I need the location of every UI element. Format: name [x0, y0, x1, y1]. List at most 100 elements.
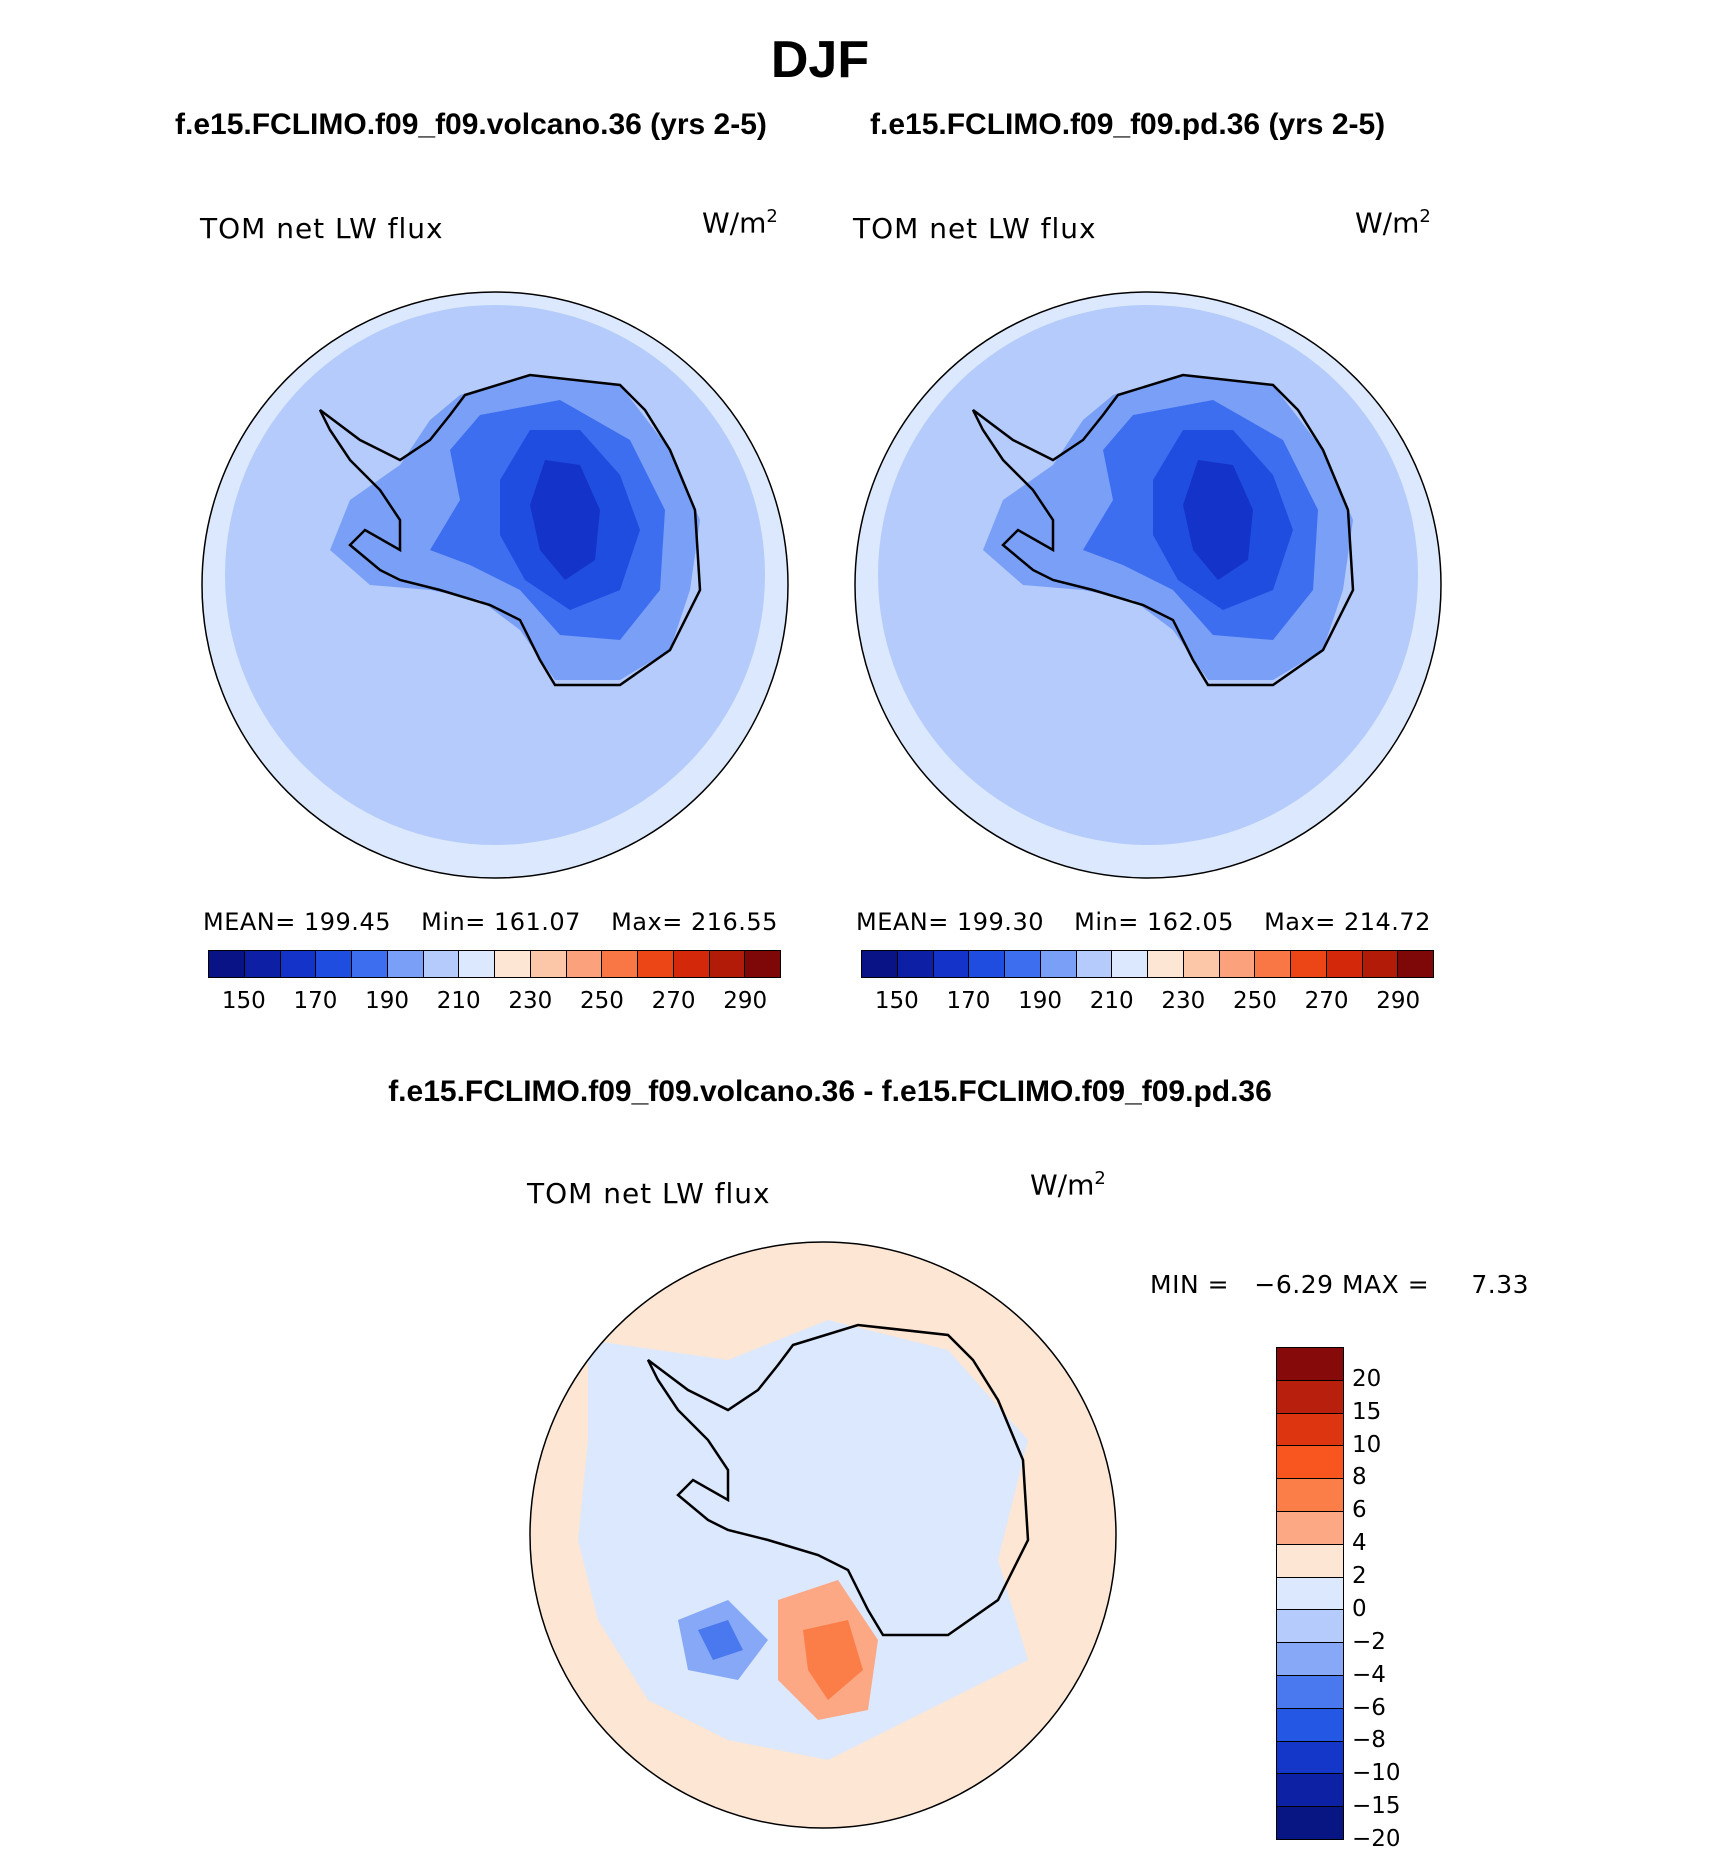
colorbar-cell [1112, 951, 1148, 977]
colorbar-cell [1277, 1741, 1343, 1775]
colorbar-tick-label: 230 [1161, 988, 1206, 1014]
panel-1-map-border [201, 291, 789, 879]
panel-1-colorbar-ticks: 150 170 190 210 230 250 270 290 [208, 988, 781, 1018]
colorbar-tick-label: 270 [651, 988, 696, 1014]
colorbar-cell [1277, 1380, 1343, 1414]
panel-2-colorbar-ticks: 150 170 190 210 230 250 270 290 [861, 988, 1434, 1018]
panel-1-continent-center [530, 460, 600, 580]
diff-colorbar-ticks: 20 15 10 8 6 4 2 0 −2 −4 −6 −8 −10 −15 −20 [1352, 1347, 1432, 1852]
colorbar-cell [1183, 951, 1220, 977]
panel-1-variable-label: TOM net LW flux [200, 212, 444, 245]
colorbar-cell [969, 951, 1005, 977]
colorbar-cell [1277, 1807, 1343, 1839]
colorbar-cell [1277, 1610, 1343, 1644]
diff-colorbar [1276, 1347, 1344, 1840]
colorbar-tick-label: 210 [1089, 988, 1134, 1014]
panel-2-map [854, 291, 1442, 879]
diff-map-negative-core [698, 1620, 743, 1660]
colorbar-tick-label: 210 [436, 988, 481, 1014]
diff-map-positive-core [803, 1620, 863, 1700]
diff-stats: MIN = −6.29 MAX = 7.33 [1150, 1270, 1530, 1299]
colorbar-tick-label: −6 [1352, 1694, 1386, 1721]
colorbar-tick-label: −10 [1352, 1760, 1401, 1787]
diff-variable-label: TOM net LW flux [527, 1177, 771, 1210]
colorbar-tick-label: 230 [508, 988, 553, 1014]
colorbar-cell [638, 951, 674, 977]
colorbar-cell [423, 951, 460, 977]
panel-1-colorbar [208, 950, 781, 978]
panel-1-stats: MEAN= 199.45 Min= 161.07 Max= 216.55 [203, 908, 778, 936]
colorbar-tick-label: −8 [1352, 1727, 1386, 1754]
colorbar-cell [209, 951, 245, 977]
panel-2-stats: MEAN= 199.30 Min= 162.05 Max= 214.72 [856, 908, 1431, 936]
colorbar-tick-label: 250 [579, 988, 624, 1014]
diff-units: W/m2 [1030, 1168, 1106, 1202]
colorbar-tick-label: 290 [723, 988, 768, 1014]
colorbar-cell [1291, 951, 1327, 977]
colorbar-cell [862, 951, 898, 977]
panel-2-variable-label: TOM net LW flux [853, 212, 1097, 245]
colorbar-cell [1398, 951, 1433, 977]
colorbar-tick-label: 150 [874, 988, 919, 1014]
colorbar-cell [1362, 951, 1399, 977]
panel-1-map [201, 291, 789, 879]
colorbar-tick-label: 10 [1352, 1431, 1382, 1458]
colorbar-tick-label: −20 [1352, 1826, 1401, 1852]
colorbar-cell [897, 951, 934, 977]
colorbar-cell [1277, 1774, 1343, 1808]
colorbar-tick-label: 170 [293, 988, 338, 1014]
colorbar-tick-label: 150 [221, 988, 266, 1014]
colorbar-cell [1277, 1511, 1343, 1545]
colorbar-cell [352, 951, 388, 977]
colorbar-cell [1277, 1643, 1343, 1676]
colorbar-cell [316, 951, 352, 977]
colorbar-cell [1277, 1544, 1343, 1578]
panel-2-map-border [854, 291, 1442, 879]
colorbar-cell [280, 951, 317, 977]
colorbar-cell [1040, 951, 1077, 977]
colorbar-cell [387, 951, 424, 977]
panel-2-coastline [971, 373, 1355, 687]
colorbar-cell [1005, 951, 1041, 977]
colorbar-cell [530, 951, 567, 977]
panel-1-coastline [318, 373, 702, 687]
colorbar-cell [495, 951, 531, 977]
panel-1-case-title: f.e15.FCLIMO.f09_f09.volcano.36 (yrs 2-5… [175, 108, 767, 141]
colorbar-cell [1148, 951, 1184, 977]
colorbar-tick-label: −4 [1352, 1661, 1386, 1688]
diff-map-border [529, 1241, 1117, 1829]
colorbar-tick-label: 290 [1376, 988, 1421, 1014]
panel-2-continent-center [1183, 460, 1253, 580]
colorbar-cell [1076, 951, 1113, 977]
colorbar-cell [1326, 951, 1363, 977]
panel-1-units: W/m2 [702, 206, 778, 240]
colorbar-cell [244, 951, 281, 977]
diff-coastline [646, 1323, 1030, 1637]
colorbar-tick-label: 20 [1352, 1365, 1382, 1392]
colorbar-cell [1255, 951, 1291, 977]
colorbar-cell [1277, 1413, 1343, 1447]
colorbar-tick-label: 8 [1352, 1464, 1367, 1491]
colorbar-tick-label: 170 [946, 988, 991, 1014]
diff-title: f.e15.FCLIMO.f09_f09.volcano.36 - f.e15.… [388, 1075, 1272, 1108]
colorbar-cell [933, 951, 970, 977]
colorbar-tick-label: 190 [1018, 988, 1063, 1014]
panel-2-units: W/m2 [1355, 206, 1431, 240]
colorbar-cell [1277, 1675, 1343, 1709]
colorbar-tick-label: 6 [1352, 1497, 1367, 1524]
colorbar-tick-label: 4 [1352, 1530, 1367, 1557]
colorbar-tick-label: 190 [365, 988, 410, 1014]
colorbar-tick-label: 15 [1352, 1398, 1382, 1425]
colorbar-cell [1277, 1446, 1343, 1480]
colorbar-tick-label: 2 [1352, 1563, 1367, 1590]
colorbar-cell [1219, 951, 1256, 977]
figure-title: DJF [770, 31, 870, 89]
colorbar-cell [673, 951, 710, 977]
colorbar-tick-label: −2 [1352, 1628, 1386, 1655]
colorbar-tick-label: 0 [1352, 1595, 1367, 1622]
colorbar-tick-label: 270 [1304, 988, 1349, 1014]
colorbar-cell [1277, 1479, 1343, 1512]
colorbar-cell [745, 951, 780, 977]
colorbar-cell [459, 951, 495, 977]
colorbar-cell [566, 951, 603, 977]
